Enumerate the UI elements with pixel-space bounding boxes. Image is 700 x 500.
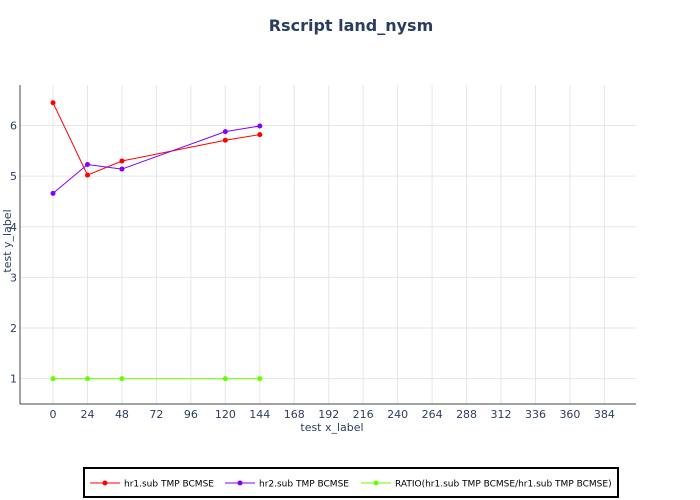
legend-items: hr1.sub TMP BCMSE hr2.sub TMP BCMSE RATIO(… xyxy=(90,480,612,490)
data-point xyxy=(257,123,263,129)
legend-item: RATIO(hr1.sub TMP BCMSE/hr1.sub TMP BCMS… xyxy=(361,480,612,490)
x-tick-label: 96 xyxy=(184,408,198,421)
legend-marker xyxy=(373,480,379,486)
series-1 xyxy=(50,100,263,178)
axes xyxy=(19,85,636,405)
y-tick-label: 6 xyxy=(10,120,17,133)
data-point xyxy=(119,158,125,164)
series-3 xyxy=(50,376,263,382)
legend-marker xyxy=(102,480,108,486)
x-tick-label: 264 xyxy=(422,408,443,421)
x-axis-label: test x_label xyxy=(300,421,363,434)
legend-label: RATIO(hr1.sub TMP BCMSE/hr1.sub TMP BCMS… xyxy=(395,480,612,490)
x-tick-label: 144 xyxy=(249,408,270,421)
data-point xyxy=(257,132,263,138)
legend-label: hr2.sub TMP BCMSE xyxy=(259,480,349,490)
y-tick-label: 3 xyxy=(10,271,17,284)
series-group xyxy=(50,100,263,382)
y-tick-label: 4 xyxy=(10,221,17,234)
x-tick-label: 192 xyxy=(318,408,339,421)
x-tick-label: 312 xyxy=(491,408,512,421)
data-point xyxy=(119,376,125,382)
data-point xyxy=(119,166,125,172)
series-2 xyxy=(50,123,263,196)
legend-marker xyxy=(237,480,243,486)
legend: hr1.sub TMP BCMSE hr2.sub TMP BCMSE RATIO(… xyxy=(83,467,619,498)
x-tick-label: 336 xyxy=(525,408,546,421)
data-point xyxy=(50,376,56,382)
x-tick-label: 24 xyxy=(80,408,94,421)
data-point xyxy=(84,172,90,178)
data-point xyxy=(84,376,90,382)
grid-lines xyxy=(20,85,636,404)
x-tick-label: 120 xyxy=(215,408,236,421)
y-tick-label: 2 xyxy=(10,322,17,335)
legend-item: hr2.sub TMP BCMSE xyxy=(225,480,349,490)
y-tick-label: 5 xyxy=(10,170,17,183)
legend-box xyxy=(83,467,619,498)
x-tick-label: 240 xyxy=(387,408,408,421)
x-tick-label: 360 xyxy=(559,408,580,421)
x-tick-label: 72 xyxy=(149,408,163,421)
legend-label: hr1.sub TMP BCMSE xyxy=(124,480,214,490)
data-point xyxy=(222,129,228,135)
data-point xyxy=(222,137,228,143)
x-tick-label: 0 xyxy=(50,408,57,421)
y-tick-label: 1 xyxy=(10,373,17,386)
x-tick-label: 168 xyxy=(284,408,305,421)
x-tick-label: 288 xyxy=(456,408,477,421)
data-point xyxy=(50,190,56,196)
legend-item: hr1.sub TMP BCMSE xyxy=(90,480,214,490)
x-tick-label: 384 xyxy=(594,408,615,421)
data-point xyxy=(50,100,56,106)
x-tick-label: 216 xyxy=(353,408,374,421)
chart-title: Rscript land_nysm xyxy=(269,16,434,35)
y-axis-label: test y_label xyxy=(1,209,14,272)
data-point xyxy=(222,376,228,382)
data-point xyxy=(84,161,90,167)
x-tick-label: 48 xyxy=(115,408,129,421)
data-point xyxy=(257,376,263,382)
tick-labels: 0 24 48 72 96 120 144 168 192 216 240 264 288 312 336 3… xyxy=(10,120,615,421)
